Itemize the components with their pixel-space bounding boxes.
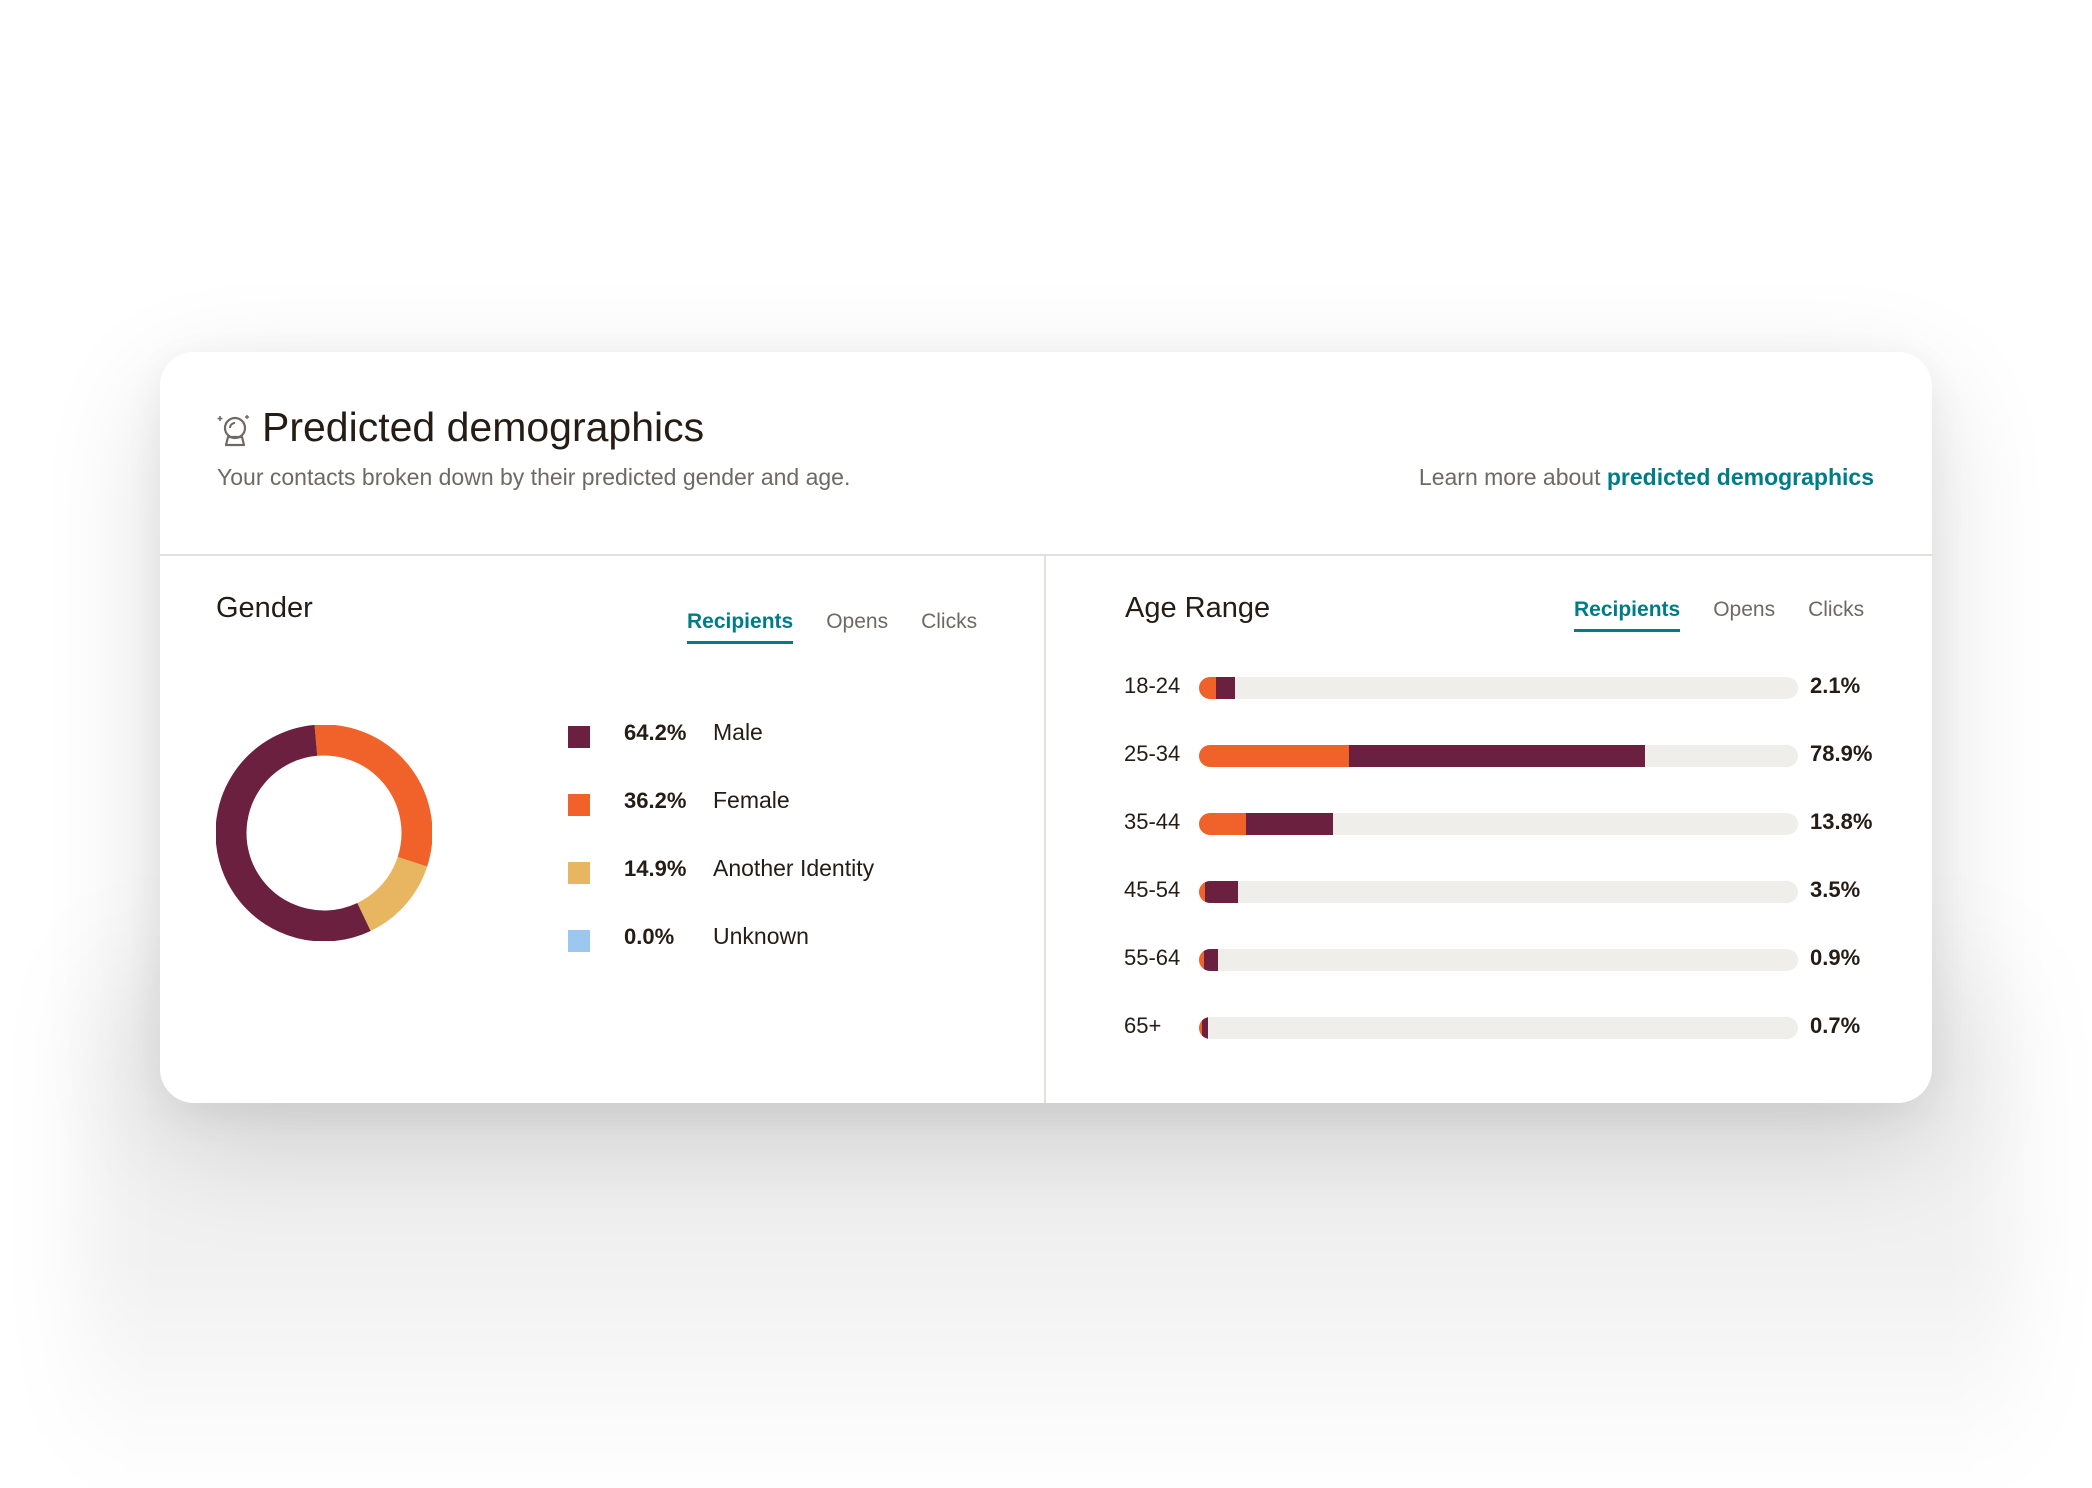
donut-slice-male — [216, 725, 371, 941]
learn-more-prefix: Learn more about — [1418, 464, 1607, 490]
page-subtitle: Your contacts broken down by their predi… — [217, 464, 851, 490]
age-bar-track — [1199, 881, 1798, 903]
age-tab-recipients[interactable]: Recipients — [1574, 598, 1681, 632]
legend-pct-unknown: 0.0% — [624, 924, 675, 949]
age-bar-male — [1349, 745, 1645, 767]
age-bar-track — [1199, 677, 1798, 699]
legend-pct-another-identity: 14.9% — [624, 856, 687, 881]
predicted-demographics-card: Predicted demographics Your contacts bro… — [160, 352, 1932, 1103]
age-bar-female — [1199, 745, 1350, 767]
age-pct-label: 78.9% — [1810, 741, 1873, 766]
legend-label-female: Female — [713, 787, 790, 813]
age-bar-track — [1199, 949, 1798, 971]
age-label: 45-54 — [1124, 877, 1181, 902]
age-bar-male — [1205, 881, 1238, 903]
age-label: 65+ — [1124, 1013, 1162, 1038]
legend-swatch-female — [568, 794, 590, 816]
age-row-65plus: 65+ 0.7% — [1124, 1005, 1884, 1073]
age-bar-track — [1199, 745, 1798, 767]
gender-section-title: Gender — [216, 592, 313, 624]
legend-pct-male: 64.2% — [624, 720, 687, 745]
legend-swatch-male — [568, 726, 590, 748]
age-label: 18-24 — [1124, 673, 1181, 698]
legend-label-male: Male — [713, 719, 763, 745]
age-section-title: Age Range — [1125, 592, 1271, 624]
age-label: 25-34 — [1124, 741, 1181, 766]
age-range-chart: 18-24 2.1% 25-34 78.9% 35-44 13.8% 45-54 3.5% 55… — [1124, 665, 1884, 1073]
age-pct-label: 3.5% — [1810, 877, 1861, 902]
age-pct-label: 13.8% — [1810, 809, 1873, 834]
legend-swatch-another-identity — [568, 862, 590, 884]
age-row-55-64: 55-64 0.9% — [1124, 937, 1884, 1005]
section-divider — [1044, 556, 1046, 1103]
age-bar-female — [1199, 949, 1204, 971]
age-bar-track — [1199, 813, 1798, 835]
gender-tabs: Recipients Opens Clicks — [687, 610, 977, 644]
gender-tab-opens[interactable]: Opens — [826, 610, 889, 633]
legend-pct-female: 36.2% — [624, 788, 687, 813]
age-label: 35-44 — [1124, 809, 1181, 834]
age-row-18-24: 18-24 2.1% — [1124, 665, 1884, 733]
age-row-35-44: 35-44 13.8% — [1124, 801, 1884, 869]
predicted-demographics-link[interactable]: predicted demographics — [1606, 464, 1874, 490]
age-bar-female — [1199, 813, 1247, 835]
gender-tab-recipients[interactable]: Recipients — [687, 610, 794, 644]
legend-label-unknown: Unknown — [713, 923, 809, 949]
learn-more-text: Learn more about predicted demographics — [1419, 464, 1874, 491]
age-pct-label: 2.1% — [1810, 673, 1861, 698]
age-bar-female — [1199, 881, 1206, 903]
card-header: Predicted demographics Your contacts bro… — [160, 352, 1932, 556]
age-bar-male — [1203, 949, 1219, 971]
age-bar-male — [1215, 677, 1235, 699]
age-tab-opens[interactable]: Opens — [1713, 598, 1776, 621]
age-bar-male — [1201, 1017, 1209, 1039]
crystal-ball-icon — [217, 415, 249, 447]
legend-swatch-unknown — [568, 930, 590, 952]
age-pct-label: 0.9% — [1810, 945, 1861, 970]
age-bar-female — [1199, 677, 1216, 699]
donut-slice-female — [314, 725, 432, 867]
age-label: 55-64 — [1124, 945, 1181, 970]
age-row-45-54: 45-54 3.5% — [1124, 869, 1884, 937]
gender-tab-clicks[interactable]: Clicks — [921, 610, 978, 633]
gender-donut-chart — [216, 725, 432, 941]
age-tabs: Recipients Opens Clicks — [1574, 598, 1864, 632]
age-bar-track — [1199, 1017, 1798, 1039]
age-tab-clicks[interactable]: Clicks — [1808, 598, 1865, 621]
page-title: Predicted demographics — [262, 404, 705, 450]
age-bar-female — [1199, 1017, 1202, 1039]
legend-label-another-identity: Another Identity — [713, 855, 875, 881]
age-pct-label: 0.7% — [1810, 1013, 1861, 1038]
donut-slice-another-identity — [356, 856, 428, 931]
age-row-25-34: 25-34 78.9% — [1124, 733, 1884, 801]
age-bar-male — [1246, 813, 1334, 835]
